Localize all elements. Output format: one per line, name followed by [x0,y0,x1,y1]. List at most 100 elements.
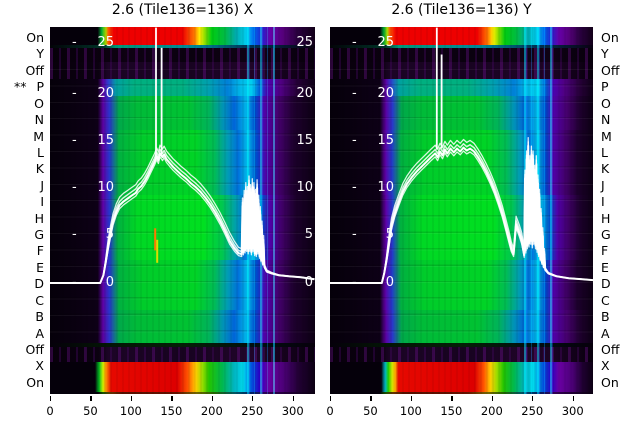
x-tick-label-100: 100 [119,404,142,418]
row-label-left-h-11: H [34,210,44,226]
row-label-left-l-7: L [37,144,44,160]
row-label-right-b-17: B [601,309,610,325]
y-tick-inner-left-25: - 25 [72,35,114,51]
tick-dash: - [72,86,77,101]
x-tick-label-250: 250 [521,404,544,418]
y-tick-inner-right-15: 15 [296,133,313,148]
x-tick-mark-200 [491,396,493,401]
tick-dash: - [352,133,357,148]
row-label-left-b-17: B [35,309,44,325]
row-label-right-e-14: E [601,259,609,275]
tick-dash: - [72,227,77,242]
y-tick-inner-left-10: - 10 [72,180,114,196]
rfi-stripes [522,27,556,394]
tick-dash: - [352,86,357,101]
x-tick-mark-50 [370,396,372,401]
tick-dash: - [352,35,357,50]
y-tick-inner-left-15: - 15 [352,133,394,149]
heatmap-panel-y [330,27,593,394]
row-label-right-m-6: M [601,128,612,144]
heatmap-band-X-13 [50,392,315,394]
tick-dash: - [72,180,77,195]
panel-x-title: 2.6 (Tile136=136) X [111,2,254,18]
tick-number: 15 [377,133,394,148]
y-tick-inner-left-20: - 20 [72,86,114,102]
tick-dash: - [352,227,357,242]
row-label-right-g-12: G [601,227,611,243]
row-label-left-y-1: Y [36,46,44,62]
y-tick-inner-left-10: - 10 [352,180,394,196]
row-label-left-o-4: O [34,95,44,111]
row-label-left-j-9: J [40,177,44,193]
tick-number: 10 [377,180,394,195]
y-tick-inner-left-5: -5 [72,227,114,243]
x-tick-label-250: 250 [241,404,264,418]
row-label-right-o-4: O [601,95,611,111]
row-label-right-off-19: Off [601,341,620,357]
tick-dash: - [352,180,357,195]
row-label-right-i-10: I [601,194,605,210]
x-tick-mark-150 [451,396,453,401]
y-tick-inner-right-5: 5 [304,227,313,242]
row-label-right-c-16: C [601,292,610,308]
row-label-left-m-6: M [33,128,44,144]
x-tick-mark-250 [532,396,534,401]
rfi-stripes [245,27,275,394]
row-label-left-off-2: Off [25,62,44,78]
row-label-right-a-18: A [601,325,610,341]
x-tick-label-150: 150 [440,404,463,418]
x-tick-mark-100 [410,396,413,401]
row-label-left-e-14: E [36,259,44,275]
tick-dash: - [72,133,77,148]
tick-number: 25 [97,35,114,50]
tick-dash: - [352,275,357,290]
asterisk-marker: ** [14,79,27,95]
column-texture [50,27,315,394]
x-tick-label-300: 300 [561,404,584,418]
heatmap-panel-x [50,27,315,394]
y-tick-inner-left-0: -0 [72,275,114,291]
panel-y-title: 2.6 (Tile136=136) Y [391,2,532,18]
x-tick-mark-200 [211,396,213,401]
x-tick-label-100: 100 [399,404,422,418]
row-label-right-l-7: L [601,144,608,160]
row-label-left-i-10: I [40,194,44,210]
row-label-right-y-1: Y [601,46,609,62]
tick-number: 0 [385,275,394,290]
x-tick-label-150: 150 [160,404,183,418]
row-label-right-x-20: X [601,358,610,374]
y-tick-inner-left-25: - 25 [352,35,394,51]
row-label-left-p-3: P [36,79,44,95]
x-tick-label-0: 0 [326,404,334,418]
row-label-left-x-20: X [35,358,44,374]
tick-number: 20 [377,86,394,101]
y-tick-inner-right-20: 20 [296,86,313,101]
tick-number: 10 [97,180,114,195]
row-label-left-c-16: C [35,292,44,308]
row-label-left-off-19: Off [25,341,44,357]
heatmap-band-Y-10 [330,343,593,347]
heatmap-band-Y-1 [330,45,593,48]
x-tick-mark-0 [50,396,52,401]
x-tick-label-50: 50 [83,404,98,418]
row-label-right-d-15: D [601,276,611,292]
tick-dash: - [72,275,77,290]
row-label-right-h-11: H [601,210,611,226]
x-tick-mark-300 [292,396,294,401]
row-label-right-p-3: P [601,79,609,95]
x-tick-label-200: 200 [480,404,503,418]
tick-number: 0 [105,275,114,290]
row-label-right-f-13: F [601,243,609,259]
tick-number: 15 [97,133,114,148]
row-label-left-f-13: F [36,243,44,259]
x-tick-mark-0 [330,396,332,401]
x-tick-mark-150 [171,396,173,401]
y-tick-inner-left-15: - 15 [72,133,114,149]
tick-number: 5 [385,227,394,242]
row-label-right-on-0: On [601,30,619,45]
x-tick-mark-300 [572,396,574,401]
y-tick-inner-left-20: - 20 [352,86,394,102]
row-label-left-on-0: On [26,30,44,45]
row-label-right-n-5: N [601,112,611,128]
